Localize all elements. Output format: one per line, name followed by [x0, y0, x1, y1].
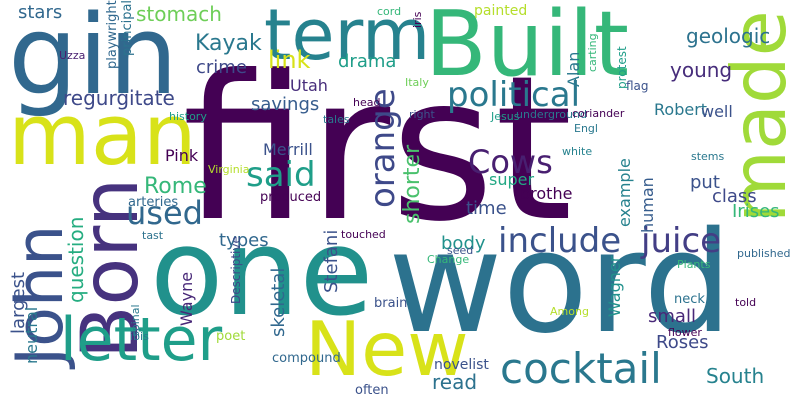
word-right: right [409, 108, 435, 121]
word-head: head [353, 96, 381, 109]
word-roses: Roses [656, 332, 709, 353]
word-jesus: Jesus [491, 110, 520, 123]
word-south: South [706, 364, 765, 388]
word-italy: Italy [405, 76, 429, 89]
word-protest: protest [615, 46, 629, 89]
word-read: read [432, 370, 478, 394]
word-well: well [701, 102, 733, 121]
word-said: said [246, 155, 316, 195]
word-ibis: ibis [130, 330, 149, 343]
word-uzza: Uzza [59, 49, 86, 62]
word-class: class [712, 186, 757, 207]
word-painted: painted [474, 3, 528, 19]
word-iris: iris [411, 11, 424, 28]
word-compound: compound [272, 351, 341, 366]
word-human: human [638, 177, 657, 233]
word-tast: tast [142, 229, 164, 242]
word-descriptive: Descriptive [229, 236, 243, 304]
word-among: Among [550, 305, 589, 318]
word-stars: stars [18, 2, 63, 23]
word-history: history [169, 110, 207, 123]
word-savings: savings [251, 94, 320, 115]
word-kayak: Kayak [195, 31, 262, 56]
word-man: man [8, 86, 197, 185]
word-underground: underground [516, 108, 587, 121]
word-principal: principal [120, 0, 135, 56]
word-one: one [150, 204, 374, 343]
word-published: published [737, 247, 791, 260]
word-coriander: coriander [572, 107, 625, 120]
word-geologic: geologic [686, 24, 771, 48]
word-virginia: Virginia [208, 163, 250, 176]
word-cows: Cows [468, 143, 553, 181]
word-plants: Plants [677, 258, 711, 271]
word-term: term [264, 0, 431, 76]
word-cocktail: cocktail [500, 344, 662, 393]
word-stefani: Stefani [321, 229, 342, 293]
word-rome: Rome [144, 174, 207, 199]
word-cord: cord [377, 5, 402, 18]
word-built: Built [425, 0, 630, 97]
word-utah: Utah [290, 76, 328, 95]
word-example: example [615, 158, 634, 227]
word-brain: brain [374, 296, 408, 311]
word-irises: Irises [732, 201, 780, 222]
word-carting: carting [586, 33, 599, 72]
word-touched: touched [341, 228, 386, 241]
word-seed: seed [447, 244, 474, 257]
word-arteries: arteries [128, 195, 179, 210]
word-merrill: Merrill [263, 140, 313, 159]
word-crime: crime [196, 57, 247, 78]
word-political: political [447, 75, 581, 115]
word-types: types [219, 230, 269, 251]
word-often: often [355, 383, 389, 398]
word-super: super [489, 170, 535, 189]
word-time: time [466, 198, 507, 219]
word-put: put [690, 172, 720, 193]
word-change: Change [427, 253, 470, 266]
word-letter: letter [60, 305, 223, 375]
word-neutral: neutral [22, 306, 41, 364]
word-wayne: Wayne [177, 271, 196, 326]
word-flag: flag [626, 79, 649, 93]
word-gin: gin [8, 0, 179, 119]
word-tales: tales [323, 113, 350, 126]
word-word: word [388, 202, 733, 365]
word-produced: produced [260, 190, 322, 205]
word-alan: Alan [564, 51, 583, 87]
word-poet: poet [216, 329, 246, 344]
word-novelist: novelist [434, 357, 489, 373]
word-robert: Robert [654, 100, 708, 119]
word-told: told [735, 296, 757, 309]
word-skeletal: skeletal [268, 267, 289, 337]
word-young: young [670, 58, 733, 82]
word-link: link [268, 46, 311, 74]
word-regurgitate: regurgitate [63, 86, 175, 110]
word-neck: neck [674, 292, 705, 307]
word-shorter: shorter [400, 144, 425, 224]
word-stems: stems [691, 150, 725, 163]
word-include: include [498, 221, 622, 261]
word-playwright: playwright [105, 0, 120, 69]
word-drama: drama [338, 51, 397, 72]
word-first: first [182, 33, 573, 266]
word-white: white [562, 145, 593, 158]
word-used: used [126, 194, 203, 232]
word-small: small [648, 306, 696, 327]
word-pink: Pink [165, 146, 199, 165]
word-brothe: brothe [520, 184, 573, 203]
word-wagner: Wagner [605, 255, 624, 317]
word-engl: Engl [574, 122, 598, 135]
word-flower: flower [668, 326, 702, 339]
word-body: body [441, 233, 486, 254]
word-question: question [64, 216, 88, 303]
word-stomach: stomach [136, 2, 222, 26]
word-juice: juice [641, 221, 722, 261]
word-new: New [305, 305, 469, 393]
